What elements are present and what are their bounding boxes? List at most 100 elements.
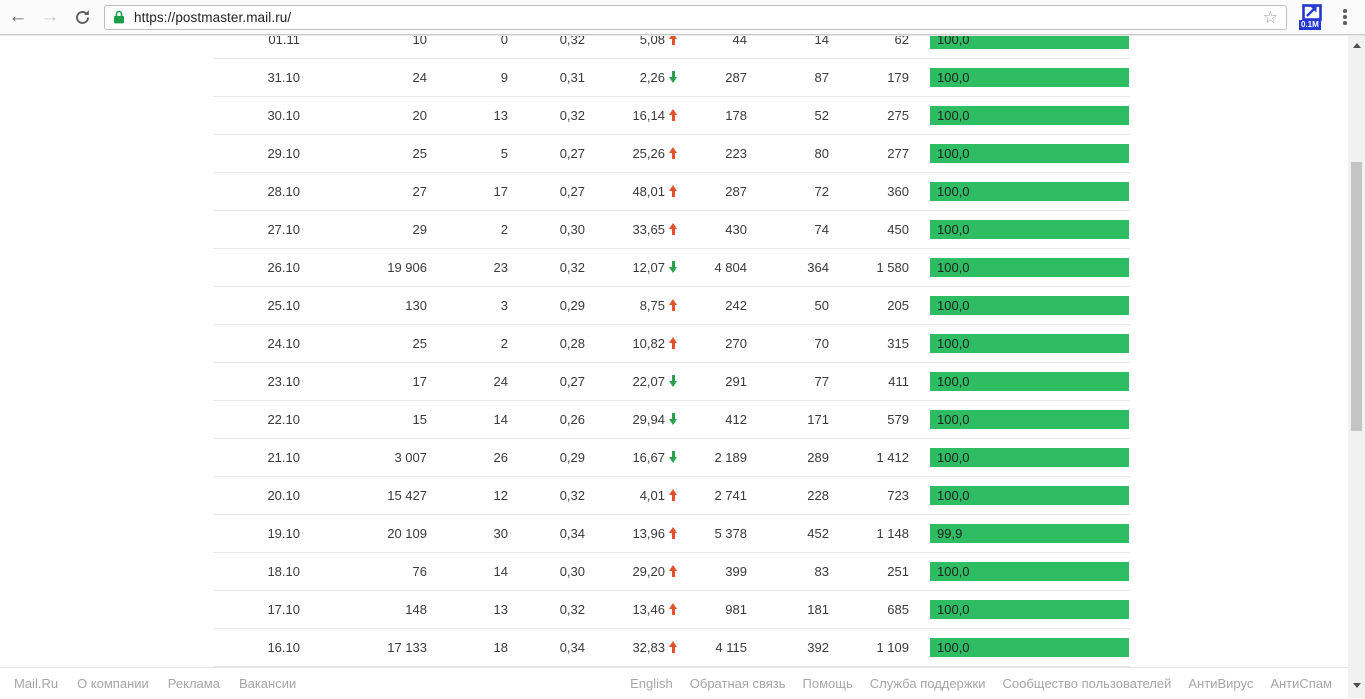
scrollbar-thumb[interactable] bbox=[1351, 162, 1362, 431]
trend-arrow-icon bbox=[669, 565, 678, 577]
back-button[interactable]: ← bbox=[8, 6, 28, 27]
footer-link[interactable]: О компании bbox=[77, 675, 149, 691]
percent-bar: 100,0 bbox=[930, 144, 1129, 163]
footer-link[interactable]: АнтиСпам bbox=[1270, 675, 1332, 691]
cell-c4: 0,32 bbox=[559, 602, 585, 617]
percent-bar: 100,0 bbox=[930, 410, 1129, 429]
page-content: 01.11 10 0 0,32 5,08 44 14 62 100,0 31.1… bbox=[0, 35, 1365, 698]
cell-bar: 100,0 bbox=[909, 372, 1130, 391]
table-row: 27.10 29 2 0,30 33,65 430 74 450 100,0 bbox=[213, 211, 1130, 249]
cell-c3: 13 bbox=[493, 108, 508, 123]
address-bar[interactable]: https://postmaster.mail.ru/ ☆ bbox=[104, 4, 1287, 30]
cell-c2: 24 bbox=[412, 70, 427, 85]
cell-c7: 77 bbox=[814, 374, 829, 389]
cell-c8: 277 bbox=[887, 146, 909, 161]
extension-button[interactable]: 0.1M bbox=[1297, 2, 1327, 32]
cell-c6: 412 bbox=[725, 412, 747, 427]
cell-c4: 0,29 bbox=[559, 298, 585, 313]
trend-arrow-icon bbox=[669, 451, 678, 463]
cell-c6: 287 bbox=[725, 184, 747, 199]
percent-bar: 100,0 bbox=[930, 372, 1129, 391]
cell-date: 24.10 bbox=[267, 336, 300, 351]
cell-bar: 100,0 bbox=[909, 68, 1130, 87]
cell-c6: 2 741 bbox=[714, 488, 747, 503]
cell-c8: 179 bbox=[887, 70, 909, 85]
cell-date: 31.10 bbox=[267, 70, 300, 85]
browser-toolbar: ← → https://postmaster.mail.ru/ ☆ 0.1M bbox=[0, 0, 1365, 35]
cell-c2: 3 007 bbox=[394, 450, 427, 465]
url-text[interactable]: https://postmaster.mail.ru/ bbox=[134, 9, 292, 25]
cell-c6: 4 115 bbox=[715, 640, 747, 655]
percent-bar: 100,0 bbox=[930, 106, 1129, 125]
cell-c8: 360 bbox=[887, 184, 909, 199]
cell-c5: 13,46 bbox=[585, 602, 678, 617]
trend-arrow-icon bbox=[669, 185, 678, 197]
cell-date: 25.10 bbox=[267, 298, 300, 313]
cell-bar: 100,0 bbox=[909, 220, 1130, 239]
percent-bar: 100,0 bbox=[930, 334, 1129, 353]
cell-date: 30.10 bbox=[267, 108, 300, 123]
cell-c3: 26 bbox=[493, 450, 508, 465]
cell-bar: 100,0 bbox=[909, 258, 1130, 277]
forward-button[interactable]: → bbox=[40, 6, 60, 27]
cell-c4: 0,32 bbox=[559, 260, 585, 275]
footer-link[interactable]: Сообщество пользователей bbox=[1002, 675, 1172, 691]
footer-link[interactable]: Реклама bbox=[167, 675, 220, 691]
footer-link[interactable]: Обратная связь bbox=[689, 675, 786, 691]
cell-bar: 99,9 bbox=[909, 524, 1130, 543]
cell-c7: 80 bbox=[814, 146, 829, 161]
cell-c6: 399 bbox=[725, 564, 747, 579]
cell-date: 26.10 bbox=[267, 260, 300, 275]
cell-c2: 10 bbox=[412, 35, 427, 47]
cell-bar: 100,0 bbox=[909, 448, 1130, 467]
cell-c8: 315 bbox=[887, 336, 909, 351]
cell-c3: 23 bbox=[493, 260, 508, 275]
trend-arrow-icon bbox=[669, 527, 678, 539]
percent-bar: 100,0 bbox=[930, 448, 1129, 467]
table-row: 23.10 17 24 0,27 22,07 291 77 411 100,0 bbox=[213, 363, 1130, 401]
cell-c3: 2 bbox=[500, 336, 508, 351]
percent-bar: 100,0 bbox=[930, 562, 1129, 581]
reload-button[interactable] bbox=[68, 3, 96, 31]
footer-link[interactable]: Служба поддержки bbox=[869, 675, 986, 691]
stats-table: 01.11 10 0 0,32 5,08 44 14 62 100,0 31.1… bbox=[213, 35, 1130, 667]
cell-c6: 981 bbox=[725, 602, 747, 617]
extension-counter-badge: 0.1M bbox=[1299, 20, 1321, 30]
trend-arrow-icon bbox=[669, 261, 678, 273]
cell-c3: 2 bbox=[500, 222, 508, 237]
cell-c6: 287 bbox=[725, 70, 747, 85]
bookmark-star-icon[interactable]: ☆ bbox=[1262, 7, 1278, 27]
cell-c5: 8,75 bbox=[585, 298, 678, 313]
cell-date: 28.10 bbox=[267, 184, 300, 199]
cell-c7: 171 bbox=[807, 412, 829, 427]
cell-bar: 100,0 bbox=[909, 182, 1130, 201]
cell-c2: 15 427 bbox=[387, 488, 427, 503]
footer-link[interactable]: АнтиВирус bbox=[1188, 675, 1254, 691]
cell-date: 29.10 bbox=[267, 146, 300, 161]
cell-c2: 25 bbox=[412, 336, 427, 351]
cell-c4: 0,30 bbox=[559, 564, 585, 579]
cell-c5: 22,07 bbox=[585, 374, 678, 389]
cell-c8: 275 bbox=[887, 108, 909, 123]
scrollbar-up-button[interactable] bbox=[1348, 37, 1365, 54]
chrome-menu-button[interactable] bbox=[1333, 3, 1357, 31]
scroll-down-icon bbox=[1352, 683, 1361, 688]
cell-c3: 13 bbox=[493, 602, 508, 617]
cell-c4: 0,27 bbox=[559, 184, 585, 199]
footer-link[interactable]: Помощь bbox=[802, 675, 853, 691]
page-scrollbar[interactable] bbox=[1348, 35, 1365, 698]
table-row: 29.10 25 5 0,27 25,26 223 80 277 100,0 bbox=[213, 135, 1130, 173]
cell-c4: 0,27 bbox=[559, 146, 585, 161]
scrollbar-down-button[interactable] bbox=[1348, 677, 1365, 694]
table-row: 25.10 130 3 0,29 8,75 242 50 205 100,0 bbox=[213, 287, 1130, 325]
footer-link[interactable]: Mail.Ru bbox=[14, 675, 59, 691]
cell-c2: 19 906 bbox=[387, 260, 427, 275]
cell-c4: 0,27 bbox=[559, 374, 585, 389]
footer-link[interactable]: Вакансии bbox=[238, 675, 297, 691]
footer-link[interactable]: English bbox=[630, 675, 673, 691]
cell-c8: 1 412 bbox=[876, 450, 909, 465]
cell-date: 01.11 bbox=[268, 35, 300, 47]
cell-c6: 44 bbox=[732, 35, 747, 47]
table-row: 16.10 17 133 18 0,34 32,83 4 115 392 1 1… bbox=[213, 629, 1130, 667]
cell-c8: 1 148 bbox=[876, 526, 909, 541]
